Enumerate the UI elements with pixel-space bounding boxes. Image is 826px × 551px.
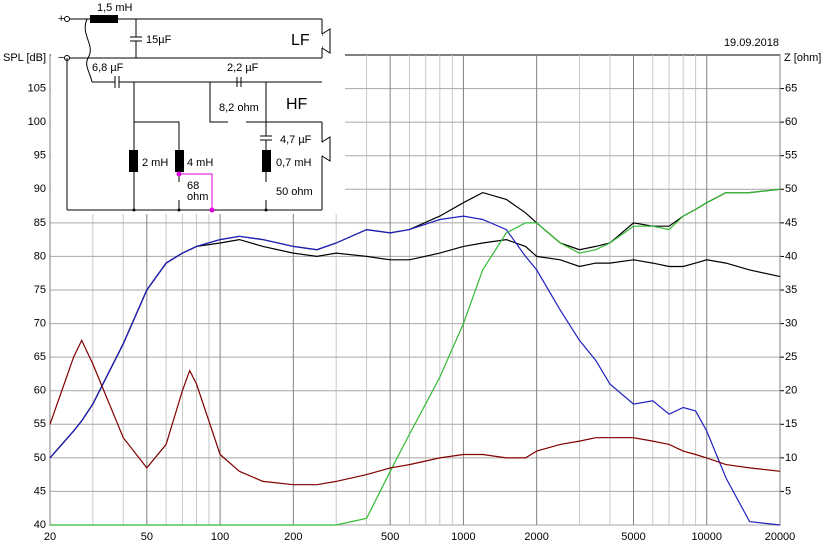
node — [264, 208, 268, 212]
schematic-label: ohm — [187, 191, 208, 203]
y-tick-label: 95 — [34, 150, 46, 162]
schematic-label: 0,7 mH — [276, 157, 312, 169]
y2-tick-label: 25 — [785, 351, 797, 363]
schematic: + − 1,5 mH 15µF LF 6,8 µF 2,2 µF 8,2 ohm… — [51, 0, 345, 214]
y-tick-label: 105 — [28, 82, 46, 94]
y2-tick-label: 5 — [785, 485, 791, 497]
schematic-label: 4,7 µF — [280, 134, 312, 146]
x-tick-label: 1000 — [451, 531, 475, 543]
y-tick-label: 65 — [34, 351, 46, 363]
schematic-label: 1,5 mH — [97, 2, 133, 14]
date: 19.09.2018 — [724, 37, 779, 49]
schematic-background — [51, 0, 345, 214]
node — [176, 171, 182, 177]
x-tick-label: 500 — [381, 531, 399, 543]
y-tick-label: 50 — [34, 452, 46, 464]
node — [132, 208, 136, 212]
x-tick-label: 10000 — [691, 531, 722, 543]
y-tick-label: 40 — [34, 519, 46, 531]
inductor — [175, 150, 184, 172]
x-tick-label: 200 — [284, 531, 302, 543]
x-tick-label: 20 — [44, 531, 56, 543]
inductor — [129, 150, 138, 172]
y-tick-label: 55 — [34, 418, 46, 430]
x-tick-label: 2000 — [524, 531, 548, 543]
y2-tick-label: 15 — [785, 418, 797, 430]
series-line — [49, 339, 781, 486]
resistor — [262, 182, 271, 200]
y2-tick-label: 50 — [785, 183, 797, 195]
schematic-label: 2 mH — [142, 157, 168, 169]
schematic-label: 4 mH — [187, 157, 213, 169]
schematic-label: LF — [291, 32, 310, 49]
y2-tick-label: 60 — [785, 116, 797, 128]
y2-tick-label: 10 — [785, 452, 797, 464]
terminal — [64, 16, 70, 22]
schematic-label: HF — [286, 96, 308, 113]
y2-tick-label: 40 — [785, 250, 797, 262]
y2-tick-label: 45 — [785, 217, 797, 229]
node — [177, 208, 181, 212]
node — [209, 207, 215, 213]
resistor — [175, 182, 184, 200]
schematic-label: 2,2 µF — [227, 62, 259, 74]
schematic-label: 50 ohm — [276, 186, 313, 198]
y-tick-label: 85 — [34, 217, 46, 229]
schematic-label: 8,2 ohm — [219, 102, 259, 114]
schematic-label: 15µF — [146, 34, 172, 46]
schematic-label: − — [58, 52, 64, 64]
x-tick-label: 20000 — [765, 531, 796, 543]
x-tick-label: 100 — [211, 531, 229, 543]
inductor — [90, 15, 118, 23]
y2-tick-label: 30 — [785, 317, 797, 329]
y-tick-label: 80 — [34, 250, 46, 262]
schematic-label: + — [58, 13, 64, 25]
y2-tick-label: 65 — [785, 82, 797, 94]
speaker — [316, 142, 322, 156]
y-tick-label: 100 — [28, 116, 46, 128]
y2-axis-label: Z [ohm] — [784, 52, 821, 64]
inductor — [262, 150, 271, 172]
resistor — [228, 118, 246, 127]
y2-tick-label: 55 — [785, 150, 797, 162]
series-line — [49, 215, 781, 526]
x-tick-label: 5000 — [621, 531, 645, 543]
y-tick-label: 75 — [34, 284, 46, 296]
schematic-label: 6,8 µF — [92, 62, 124, 74]
y2-tick-label: 20 — [785, 385, 797, 397]
y-tick-label: 90 — [34, 183, 46, 195]
y2-tick-label: 35 — [785, 284, 797, 296]
y-tick-label: 45 — [34, 485, 46, 497]
speaker — [316, 34, 322, 48]
x-tick-label: 50 — [141, 531, 153, 543]
y-axis-label: SPL [dB] — [3, 52, 46, 64]
series-line — [50, 188, 781, 526]
y-tick-label: 60 — [34, 385, 46, 397]
schematic-label: 68 — [187, 180, 199, 192]
y-tick-label: 70 — [34, 317, 46, 329]
